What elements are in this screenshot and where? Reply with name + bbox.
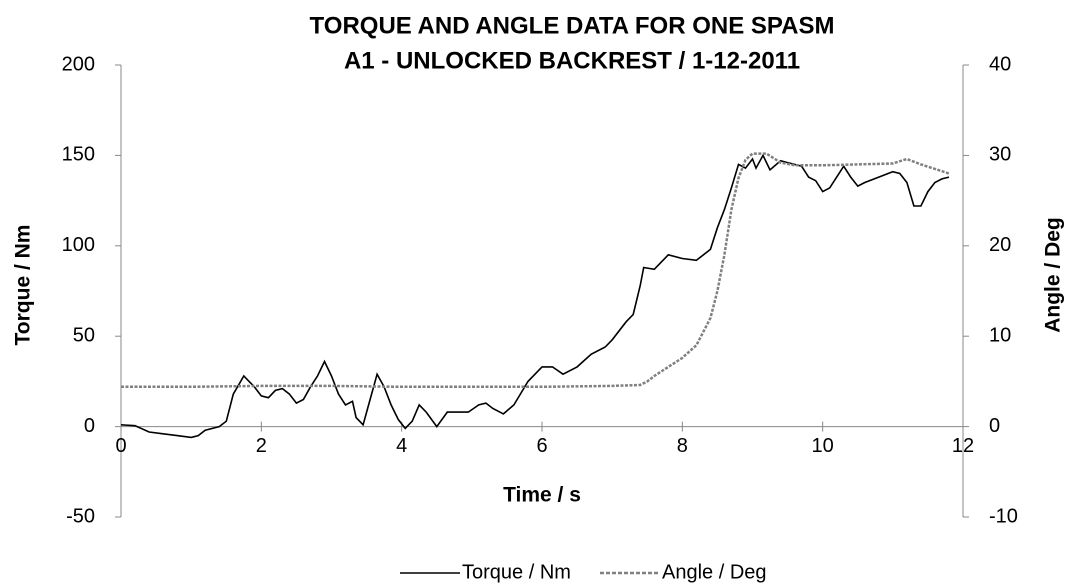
x-tick-label: 12 xyxy=(952,435,974,457)
x-axis-label: Time / s xyxy=(503,484,581,507)
series-line xyxy=(120,153,950,439)
y-axis-label: Torque / Nm xyxy=(12,225,35,346)
series-line xyxy=(121,152,950,389)
x-tick-label: 0 xyxy=(115,435,126,457)
x-tick-label: 6 xyxy=(536,435,547,457)
y-tick-label: -50 xyxy=(66,505,95,527)
chart-subtitle: A1 - UNLOCKED BACKREST / 1-12-2011 xyxy=(344,47,800,74)
legend-label: Torque / Nm xyxy=(462,561,571,583)
y-tick-label: 200 xyxy=(62,53,95,75)
y-tick-label: 50 xyxy=(73,324,95,346)
x-tick-label: 8 xyxy=(677,435,688,457)
y-tick-label: 150 xyxy=(62,144,95,166)
y2-tick-label: 30 xyxy=(989,144,1011,166)
y2-tick-label: 20 xyxy=(989,234,1011,256)
x-tick-label: 4 xyxy=(396,435,407,457)
y2-tick-label: 40 xyxy=(989,53,1011,75)
y2-axis-label: Angle / Deg xyxy=(1042,217,1065,333)
y-tick-label: 0 xyxy=(84,415,95,437)
y2-tick-label: 0 xyxy=(989,415,1000,437)
y2-tick-label: 10 xyxy=(989,324,1011,346)
x-tick-label: 10 xyxy=(812,435,834,457)
y-tick-label: 100 xyxy=(62,234,95,256)
legend-label: Angle / Deg xyxy=(662,561,767,583)
y2-tick-label: -10 xyxy=(989,505,1018,527)
chart-title: TORQUE AND ANGLE DATA FOR ONE SPASM xyxy=(310,12,835,39)
x-tick-label: 2 xyxy=(256,435,267,457)
